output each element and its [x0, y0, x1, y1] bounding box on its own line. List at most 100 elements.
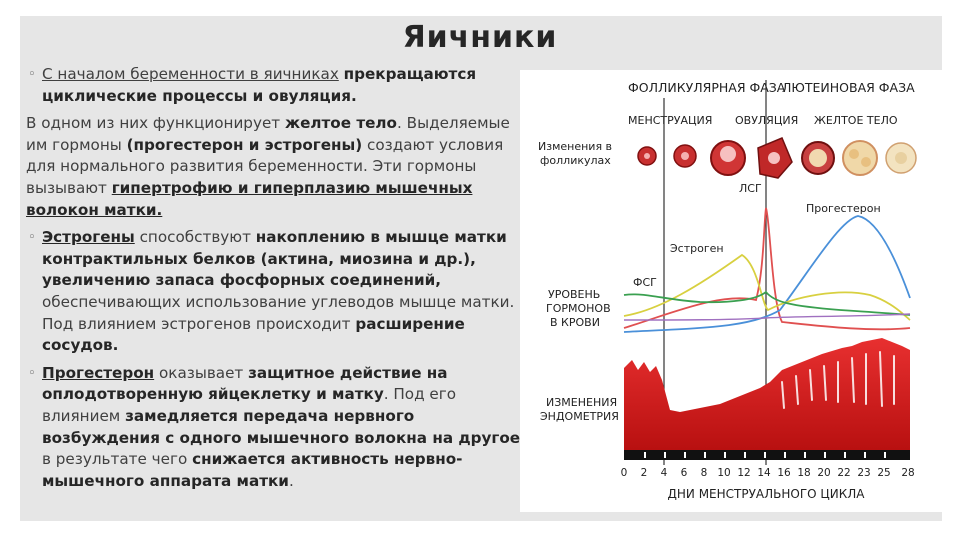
corpus-luteum-mature-lobe-2	[861, 157, 871, 167]
row-endometrium-label-2: ЭНДОМЕТРИЯ	[540, 410, 619, 423]
corpus-luteum-early-core	[809, 149, 827, 167]
bullet-estrogens: Эстрогены способствуют накоплению в мышц…	[26, 227, 526, 357]
progesterone-curve	[623, 215, 911, 333]
follicle-illustrations	[637, 137, 917, 179]
day-label-25: 25	[877, 467, 890, 479]
axis-tick-5	[724, 452, 726, 458]
axis-tick-13	[884, 452, 886, 458]
phase-follicular-label: ФОЛЛИКУЛЯРНАЯ ФАЗА	[628, 80, 786, 95]
b1-s1: С началом беременности в яичниках	[42, 65, 339, 83]
p2-s5: (прогестерон и эстрогены)	[126, 135, 363, 154]
progesterone-label: Прогестерон	[806, 202, 881, 215]
axis-tick-7	[764, 452, 766, 458]
estrogen-label: Эстроген	[670, 242, 724, 255]
text-column: С началом беременности в яичниках прекра…	[26, 64, 526, 498]
row-endometrium-label-1: ИЗМЕНЕНИЯ	[546, 396, 617, 409]
corpus-luteum-mature-lobe-1	[849, 149, 859, 159]
follicle-stage-3-core	[720, 146, 736, 162]
estrogen-curve	[623, 253, 911, 321]
axis-tick-10	[824, 452, 826, 458]
b3-s2: способствуют	[139, 228, 251, 247]
day-label-10: 10	[717, 467, 730, 479]
x-axis-title: ДНИ МЕНСТРУАЛЬНОГО ЦИКЛА	[668, 487, 866, 501]
axis-tick-4	[704, 452, 706, 458]
ovulating-follicle-core	[768, 152, 780, 164]
stage-ovulation-label: ОВУЛЯЦИЯ	[735, 114, 798, 127]
b4-s3: защитное действие на оплодотворенную яйц…	[42, 363, 448, 404]
b3-s5: расширение сосудов.	[42, 314, 465, 355]
day-label-22: 22	[837, 467, 850, 479]
axis-tick-6	[744, 452, 746, 458]
day-label-28: 28	[901, 467, 914, 479]
lsg-curve	[623, 207, 911, 331]
b4-s1: Прогестерон	[42, 363, 155, 382]
b3-s3: накоплению в мышце матки контрактильных …	[42, 228, 507, 290]
b1-s2: прекращаются циклические процессы и овул…	[42, 65, 477, 105]
row-hormones-label-3: В КРОВИ	[550, 316, 600, 329]
row-hormones-label-2: ГОРМОНОВ	[546, 302, 611, 315]
endometrium-layer	[624, 338, 910, 450]
gland-8	[879, 351, 883, 407]
row-hormones-label-1: УРОВЕНЬ	[548, 288, 600, 301]
day-axis-bar	[624, 450, 910, 460]
p2-s6: создают условия для нормального развития…	[26, 135, 504, 197]
endometrium-glands	[781, 351, 895, 409]
p2-s4: Выделяемые им гормоны	[26, 114, 510, 154]
b3-s4: обеспечивающих использование углеводов м…	[42, 292, 515, 333]
para-corpus-luteum: В одном из них функционирует желтое тело…	[26, 113, 526, 221]
axis-tick-2	[664, 452, 666, 458]
b3-s1: Эстрогены	[42, 228, 135, 247]
lsg-label: ЛСГ	[739, 182, 762, 195]
day-label-8: 8	[701, 467, 708, 479]
follicle-stage-1-core	[644, 153, 650, 159]
day-label-2: 2	[641, 467, 648, 479]
fsg-label: ФСГ	[633, 276, 657, 289]
additional-hormone-curve	[623, 313, 911, 321]
slide-title: Яичники	[402, 20, 558, 55]
stage-menstruation-label: МЕНСТРУАЦИЯ	[628, 114, 712, 127]
day-label-18: 18	[797, 467, 810, 479]
gland-1	[781, 381, 785, 409]
b4-s4: . Под его влиянием	[42, 385, 457, 425]
gland-3	[809, 369, 813, 401]
p2-s1: В одном из них функционирует	[26, 114, 281, 133]
row-follicles-label-1: Изменения в	[538, 140, 612, 153]
day-label-23: 23	[857, 467, 870, 479]
day-label-4: 4	[661, 467, 668, 479]
axis-tick-1	[644, 452, 646, 458]
corpus-luteum-regressing-core	[895, 152, 907, 164]
menstrual-cycle-diagram: ФОЛЛИКУЛЯРНАЯ ФАЗА ЛЮТЕИНОВАЯ ФАЗА МЕНСТ…	[520, 70, 942, 512]
axis-tick-8	[784, 452, 786, 458]
p2-s2: желтое тело	[284, 114, 397, 133]
gland-2	[795, 375, 799, 405]
gland-4	[823, 365, 827, 401]
day-label-0: 0	[621, 467, 628, 479]
phase-luteal-label: ЛЮТЕИНОВАЯ ФАЗА	[782, 80, 915, 95]
axis-tick-12	[864, 452, 866, 458]
corpus-luteum-mature	[842, 140, 878, 176]
stage-corpus-label: ЖЕЛТОЕ ТЕЛО	[814, 114, 898, 127]
day-label-16: 16	[777, 467, 791, 479]
axis-tick-9	[804, 452, 806, 458]
bullet-progesterone: Прогестерон оказывает защитное действие …	[26, 363, 526, 493]
axis-tick-11	[844, 452, 846, 458]
p2-s3: .	[397, 114, 402, 133]
day-axis-ticks	[644, 452, 886, 458]
diagram-svg: ФОЛЛИКУЛЯРНАЯ ФАЗА ЛЮТЕИНОВАЯ ФАЗА МЕНСТ…	[538, 80, 917, 501]
bullet-cycle-stop: С началом беременности в яичниках прекра…	[26, 64, 526, 107]
day-label-6: 6	[681, 467, 688, 479]
follicle-stage-2-core	[681, 152, 689, 160]
day-tick-labels: 0 2 4 6 8 10 12 14 16 18 20 22 23 25 28	[621, 467, 915, 479]
fsg-curve	[623, 290, 911, 316]
day-label-14: 14	[757, 467, 771, 479]
b4-s2: оказывает	[158, 363, 244, 382]
axis-tick-3	[684, 452, 686, 458]
day-label-12: 12	[737, 467, 750, 479]
b4-s8: .	[288, 471, 294, 490]
b4-s5: замедляется передача нервного возбуждени…	[42, 406, 521, 447]
b4-s7: снижается активность нервно-мышечного ап…	[42, 450, 463, 490]
row-follicles-label-2: фолликулах	[540, 154, 611, 167]
gland-6	[851, 357, 855, 403]
p2-s7: гипертрофию и гиперплазию мышечных волок…	[26, 178, 473, 219]
day-label-20: 20	[817, 467, 830, 479]
